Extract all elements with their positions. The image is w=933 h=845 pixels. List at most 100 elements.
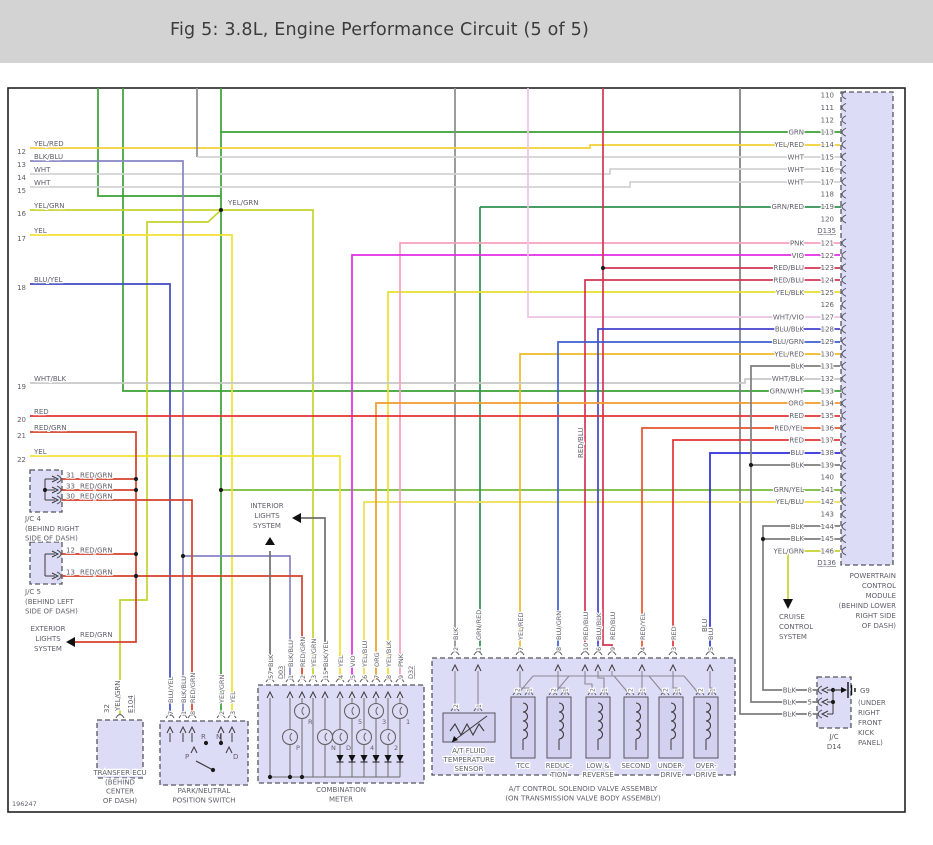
left-pin-number: 22 [17, 456, 26, 464]
meter-name: COMBINATION [316, 786, 366, 794]
pcm-pin-number: 127 [821, 313, 834, 321]
wire-color-label: BLU/BLK [595, 612, 603, 640]
pcm-name: RIGHT SIDE [856, 612, 896, 620]
pcm-pin-number: 131 [821, 363, 834, 371]
connector-code: D32 [407, 666, 415, 679]
wire-color-label: ORG [373, 652, 381, 667]
junction-dot [133, 476, 139, 482]
diode-icon [360, 755, 368, 762]
transfer-ecu-box [96, 719, 144, 779]
arrow-icon [228, 725, 236, 734]
arrow-icon [298, 690, 306, 699]
arrow-icon [451, 663, 459, 672]
connector-pin-icon [524, 691, 534, 696]
gear-position-label: 5 [358, 718, 362, 726]
solenoid-pin-number: 5 [707, 647, 715, 651]
wire [62, 575, 303, 680]
left-pin-number: 15 [17, 187, 26, 195]
wire-color-label: RED/BLU [773, 276, 804, 284]
diode-icon [336, 755, 344, 762]
connector-pin-icon [515, 651, 525, 656]
connector-pin-icon [841, 398, 847, 408]
cruise-control-label: SYSTEM [779, 633, 807, 641]
wire-color-label: YEL/GRN [114, 681, 122, 712]
arrow-icon [309, 690, 317, 699]
wire [739, 88, 819, 715]
valve-name: DRIVE [661, 771, 682, 779]
connector-pin-icon [841, 484, 847, 494]
wire-color-label: PNK [397, 653, 405, 667]
ground-location: (UNDER [858, 699, 886, 707]
wire [30, 283, 171, 716]
connector-pin-icon [841, 250, 847, 260]
wire-color-label: BLK [452, 627, 460, 640]
wire [597, 671, 605, 695]
left-pin-number: 12 [17, 148, 26, 156]
jc5-location: (BEHIND LEFT [25, 598, 74, 606]
pcm-pin-number: 141 [821, 486, 834, 494]
valve-pin-number: 1 [675, 688, 682, 692]
gear-position-label: N [331, 744, 336, 752]
lamp-filament-icon [375, 706, 379, 716]
connector-pin-icon [335, 678, 345, 683]
connector-pin-icon [607, 651, 617, 656]
wire-color-label: YEL/BLK [385, 640, 393, 668]
jc4-location: (BEHIND RIGHT [25, 525, 80, 533]
jcd14-name: D14 [827, 743, 842, 751]
connector-pin-icon [841, 361, 847, 371]
arrow-icon [372, 690, 380, 699]
connector-pin-icon [660, 691, 670, 696]
connector-pin-icon [395, 678, 405, 683]
valve-pin-number: 2 [551, 688, 558, 692]
wire [30, 144, 840, 149]
wire-color-label: RED/GRN [80, 569, 113, 577]
lamp-filament-icon [324, 732, 328, 742]
page-title: Fig 5: 3.8L, Engine Performance Circuit … [170, 20, 590, 40]
wire-color-label: WHT/BLK [34, 375, 67, 383]
arrow-icon [51, 572, 60, 580]
wire [552, 675, 570, 696]
connector-pin-icon [265, 678, 275, 683]
wire [387, 291, 840, 680]
gear-position-label: 1 [406, 718, 410, 726]
connector-pin-icon [695, 691, 705, 696]
arrow-icon [51, 550, 60, 558]
wire-color-label: YEL [33, 227, 47, 235]
pnp-pin-number: 1 [180, 711, 188, 715]
pcm-pin-number: 122 [821, 252, 834, 260]
sensor-pin-number: 1 [476, 704, 483, 708]
pcm-pin-number: 129 [821, 338, 834, 346]
wire [602, 88, 840, 269]
interior-lights-up-arrow-icon [265, 537, 275, 545]
valve-pin-number: 2 [663, 688, 670, 692]
junction-dot [203, 740, 209, 746]
ground-connector-icon [841, 687, 847, 693]
connector-pin-icon [841, 202, 847, 212]
arrow-icon [188, 725, 196, 734]
pcm-pin-number: 121 [821, 240, 834, 248]
connector-pin-icon [841, 411, 847, 420]
connector-pin-icon [637, 691, 647, 696]
arrow-icon [396, 690, 404, 699]
connector-pin-icon [580, 651, 590, 656]
pcm-pin-number: 136 [821, 424, 835, 432]
wire-color-label: BLU [707, 627, 715, 640]
connector-pin-icon [841, 534, 847, 544]
exterior-lights-arrow-icon [66, 637, 75, 647]
connector-pin-icon [707, 691, 717, 696]
pcm-pin-number: 130 [821, 350, 834, 358]
wire-color-label: WHT [788, 178, 805, 186]
jcd14-pin-number: 5 [808, 699, 812, 707]
lamp-filament-icon [387, 732, 391, 742]
wire [787, 550, 840, 599]
title-banner: Fig 5: 3.8L, Engine Performance Circuit … [0, 0, 933, 63]
wire-color-label: RED/BLU [773, 264, 804, 272]
arrow-icon [554, 663, 562, 672]
connector-pin-icon [705, 651, 715, 656]
cruise-control-label: CONTROL [779, 623, 813, 631]
wire-color-label: RED [789, 437, 804, 445]
wire-color-label: RED [789, 412, 804, 420]
jcd14-name: J/C [828, 733, 838, 741]
connector-pin-icon [841, 90, 847, 100]
pcm-pin-number: 145 [821, 535, 834, 543]
